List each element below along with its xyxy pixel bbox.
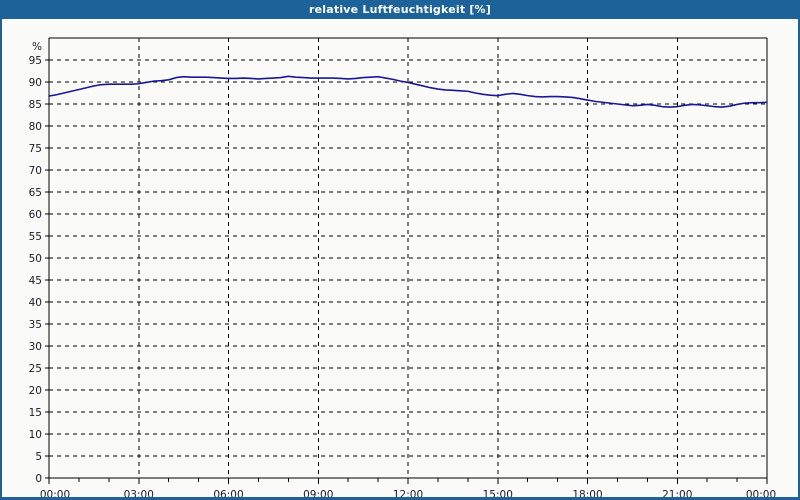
y-tick-label: 55: [29, 231, 42, 243]
y-axis-unit-label: %: [32, 41, 42, 53]
x-tick-time-label: 09:00: [303, 489, 333, 497]
x-tick-time-label: 06:00: [213, 489, 243, 497]
y-tick-label: 30: [29, 341, 42, 353]
y-tick-label: 85: [29, 99, 42, 111]
x-tick-labels-group: 00:0019.01.2603:0019.01.2606:0019.01.260…: [40, 489, 776, 497]
chart-plot-area: 0 5 10 15 20 25 30 35 40 45 50 55 60 65 70 75 80 85 90 95 0…: [2, 19, 798, 497]
y-tick-label: 15: [29, 407, 42, 419]
y-tick-label: 20: [29, 385, 42, 397]
y-tick-label: 95: [29, 55, 42, 67]
y-tick-label: 60: [29, 209, 42, 221]
y-tick-label: 50: [29, 253, 42, 265]
y-tick-label: 0: [35, 473, 42, 485]
x-tick-time-label: 18:00: [572, 489, 602, 497]
y-tick-label: 45: [29, 275, 42, 287]
x-tick-time-label: 12:00: [393, 489, 423, 497]
y-tick-label: 5: [35, 451, 42, 463]
data-series-line: [48, 75, 768, 108]
x-tick-time-label: 21:00: [662, 489, 692, 497]
y-tick-label: 25: [29, 363, 42, 375]
x-tick-time-label: 15:00: [483, 489, 513, 497]
y-tick-label: 35: [29, 319, 42, 331]
x-tick-time-label: 00:00: [40, 489, 70, 497]
page-title: relative Luftfeuchtigkeit [%]: [309, 3, 491, 16]
y-tick-label: 90: [29, 77, 42, 89]
y-tick-label: 65: [29, 187, 42, 199]
y-tick-label: 70: [29, 165, 42, 177]
humidity-line-chart: 0 5 10 15 20 25 30 35 40 45 50 55 60 65 70 75 80 85 90 95 0…: [29, 37, 776, 497]
tick-marks-group: [45, 59, 768, 484]
x-tick-time-label: 00:00: [746, 489, 776, 497]
y-tick-label: 80: [29, 121, 42, 133]
series-group: [48, 75, 768, 108]
window-title-bar: relative Luftfeuchtigkeit [%]: [0, 0, 800, 19]
x-tick-time-label: 03:00: [124, 489, 154, 497]
y-tick-labels-group: 0 5 10 15 20 25 30 35 40 45 50 55 60 65 70 75 80 85 90 95: [29, 55, 42, 485]
gridlines-group: [49, 38, 767, 478]
y-tick-label: 10: [29, 429, 42, 441]
y-tick-label: 75: [29, 143, 42, 155]
y-tick-label: 40: [29, 297, 42, 309]
